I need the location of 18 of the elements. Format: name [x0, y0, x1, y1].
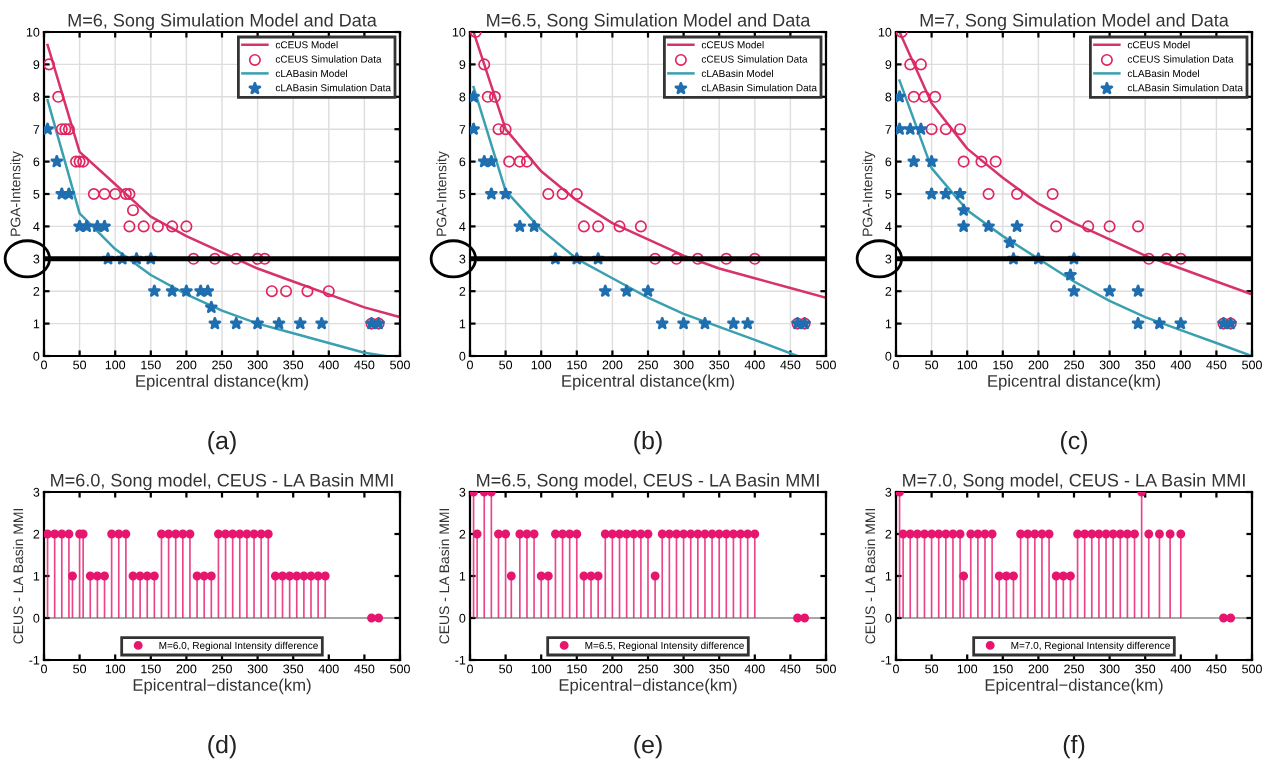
text: (f)	[1063, 735, 1085, 759]
chart-title: M=7, Song Simulation Model and Data	[920, 13, 1229, 31]
x-axis-title: Epicentral distance(km)	[562, 374, 735, 391]
text: (b)	[634, 431, 662, 455]
chart-title: M=6.5, Song model, CEUS - LA Basin MMI	[477, 473, 819, 491]
chart-title: M=6, Song Simulation Model and Data	[68, 13, 377, 31]
x-axis-title: Epicentral−distance(km)	[133, 678, 311, 695]
text: (d)	[208, 735, 236, 759]
text: (c)	[1060, 431, 1088, 455]
x-axis-title: Epicentral distance(km)	[988, 374, 1161, 391]
x-axis-title: Epicentral−distance(km)	[559, 678, 737, 695]
x-axis-title: Epicentral−distance(km)	[985, 678, 1163, 695]
text: (e)	[634, 735, 662, 759]
chart-title: M=6.5, Song Simulation Model and Data	[487, 13, 811, 31]
chart-title: M=7.0, Song model, CEUS - LA Basin MMI	[903, 473, 1245, 491]
text: (a)	[208, 431, 236, 455]
chart-title: M=6.0, Song model, CEUS - LA Basin MMI	[51, 473, 393, 491]
x-axis-title: Epicentral distance(km)	[136, 374, 309, 391]
